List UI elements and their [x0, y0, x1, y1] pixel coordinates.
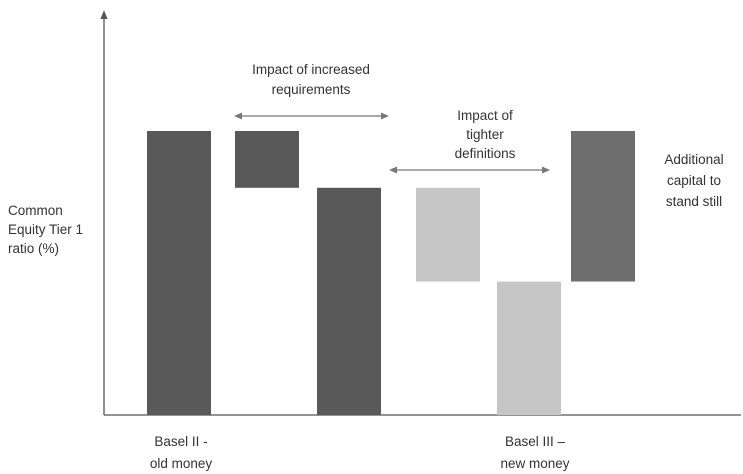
annotation-additional-capital-line-3: stand still — [666, 194, 722, 209]
annotation-tighter-definitions-line-1: Impact of — [457, 108, 513, 123]
arrow-increased-requirements-left-head — [234, 112, 242, 120]
bar-basel-ii-old-money — [147, 131, 211, 415]
bar-after-increased-requirements — [317, 187, 381, 415]
x-label-basel-ii-line-1: Basel II - — [154, 434, 207, 449]
x-label-basel-ii-line-2: old money — [150, 456, 213, 471]
arrow-increased-requirements-right-head — [381, 112, 389, 120]
annotation-tighter-definitions-line-3: definitions — [455, 146, 516, 161]
annotation-increased-requirements-line-1: Impact of increased — [252, 62, 370, 77]
y-axis-label-line-2: Equity Tier 1 — [8, 222, 83, 237]
bar-basel-iii-new-money — [497, 281, 561, 415]
arrow-tighter-definitions-right-head — [542, 166, 550, 174]
bar-tighter-definitions-step — [416, 187, 480, 282]
annotation-increased-requirements-line-2: requirements — [272, 82, 351, 97]
annotation-additional-capital-line-2: capital to — [667, 173, 721, 188]
y-axis-label-line-3: ratio (%) — [8, 241, 59, 256]
y-axis-label-line-1: Common — [8, 203, 63, 218]
bar-increased-requirements-step — [235, 131, 299, 188]
x-label-basel-iii-line-1: Basel III – — [505, 434, 566, 449]
arrow-tighter-definitions-left-head — [389, 166, 397, 174]
annotation-tighter-definitions-line-2: tighter — [466, 127, 504, 142]
x-label-basel-iii-line-2: new money — [500, 456, 569, 471]
bar-additional-capital-step — [571, 131, 635, 282]
annotation-additional-capital-line-1: Additional — [664, 152, 723, 167]
y-axis-arrowhead — [100, 10, 108, 19]
